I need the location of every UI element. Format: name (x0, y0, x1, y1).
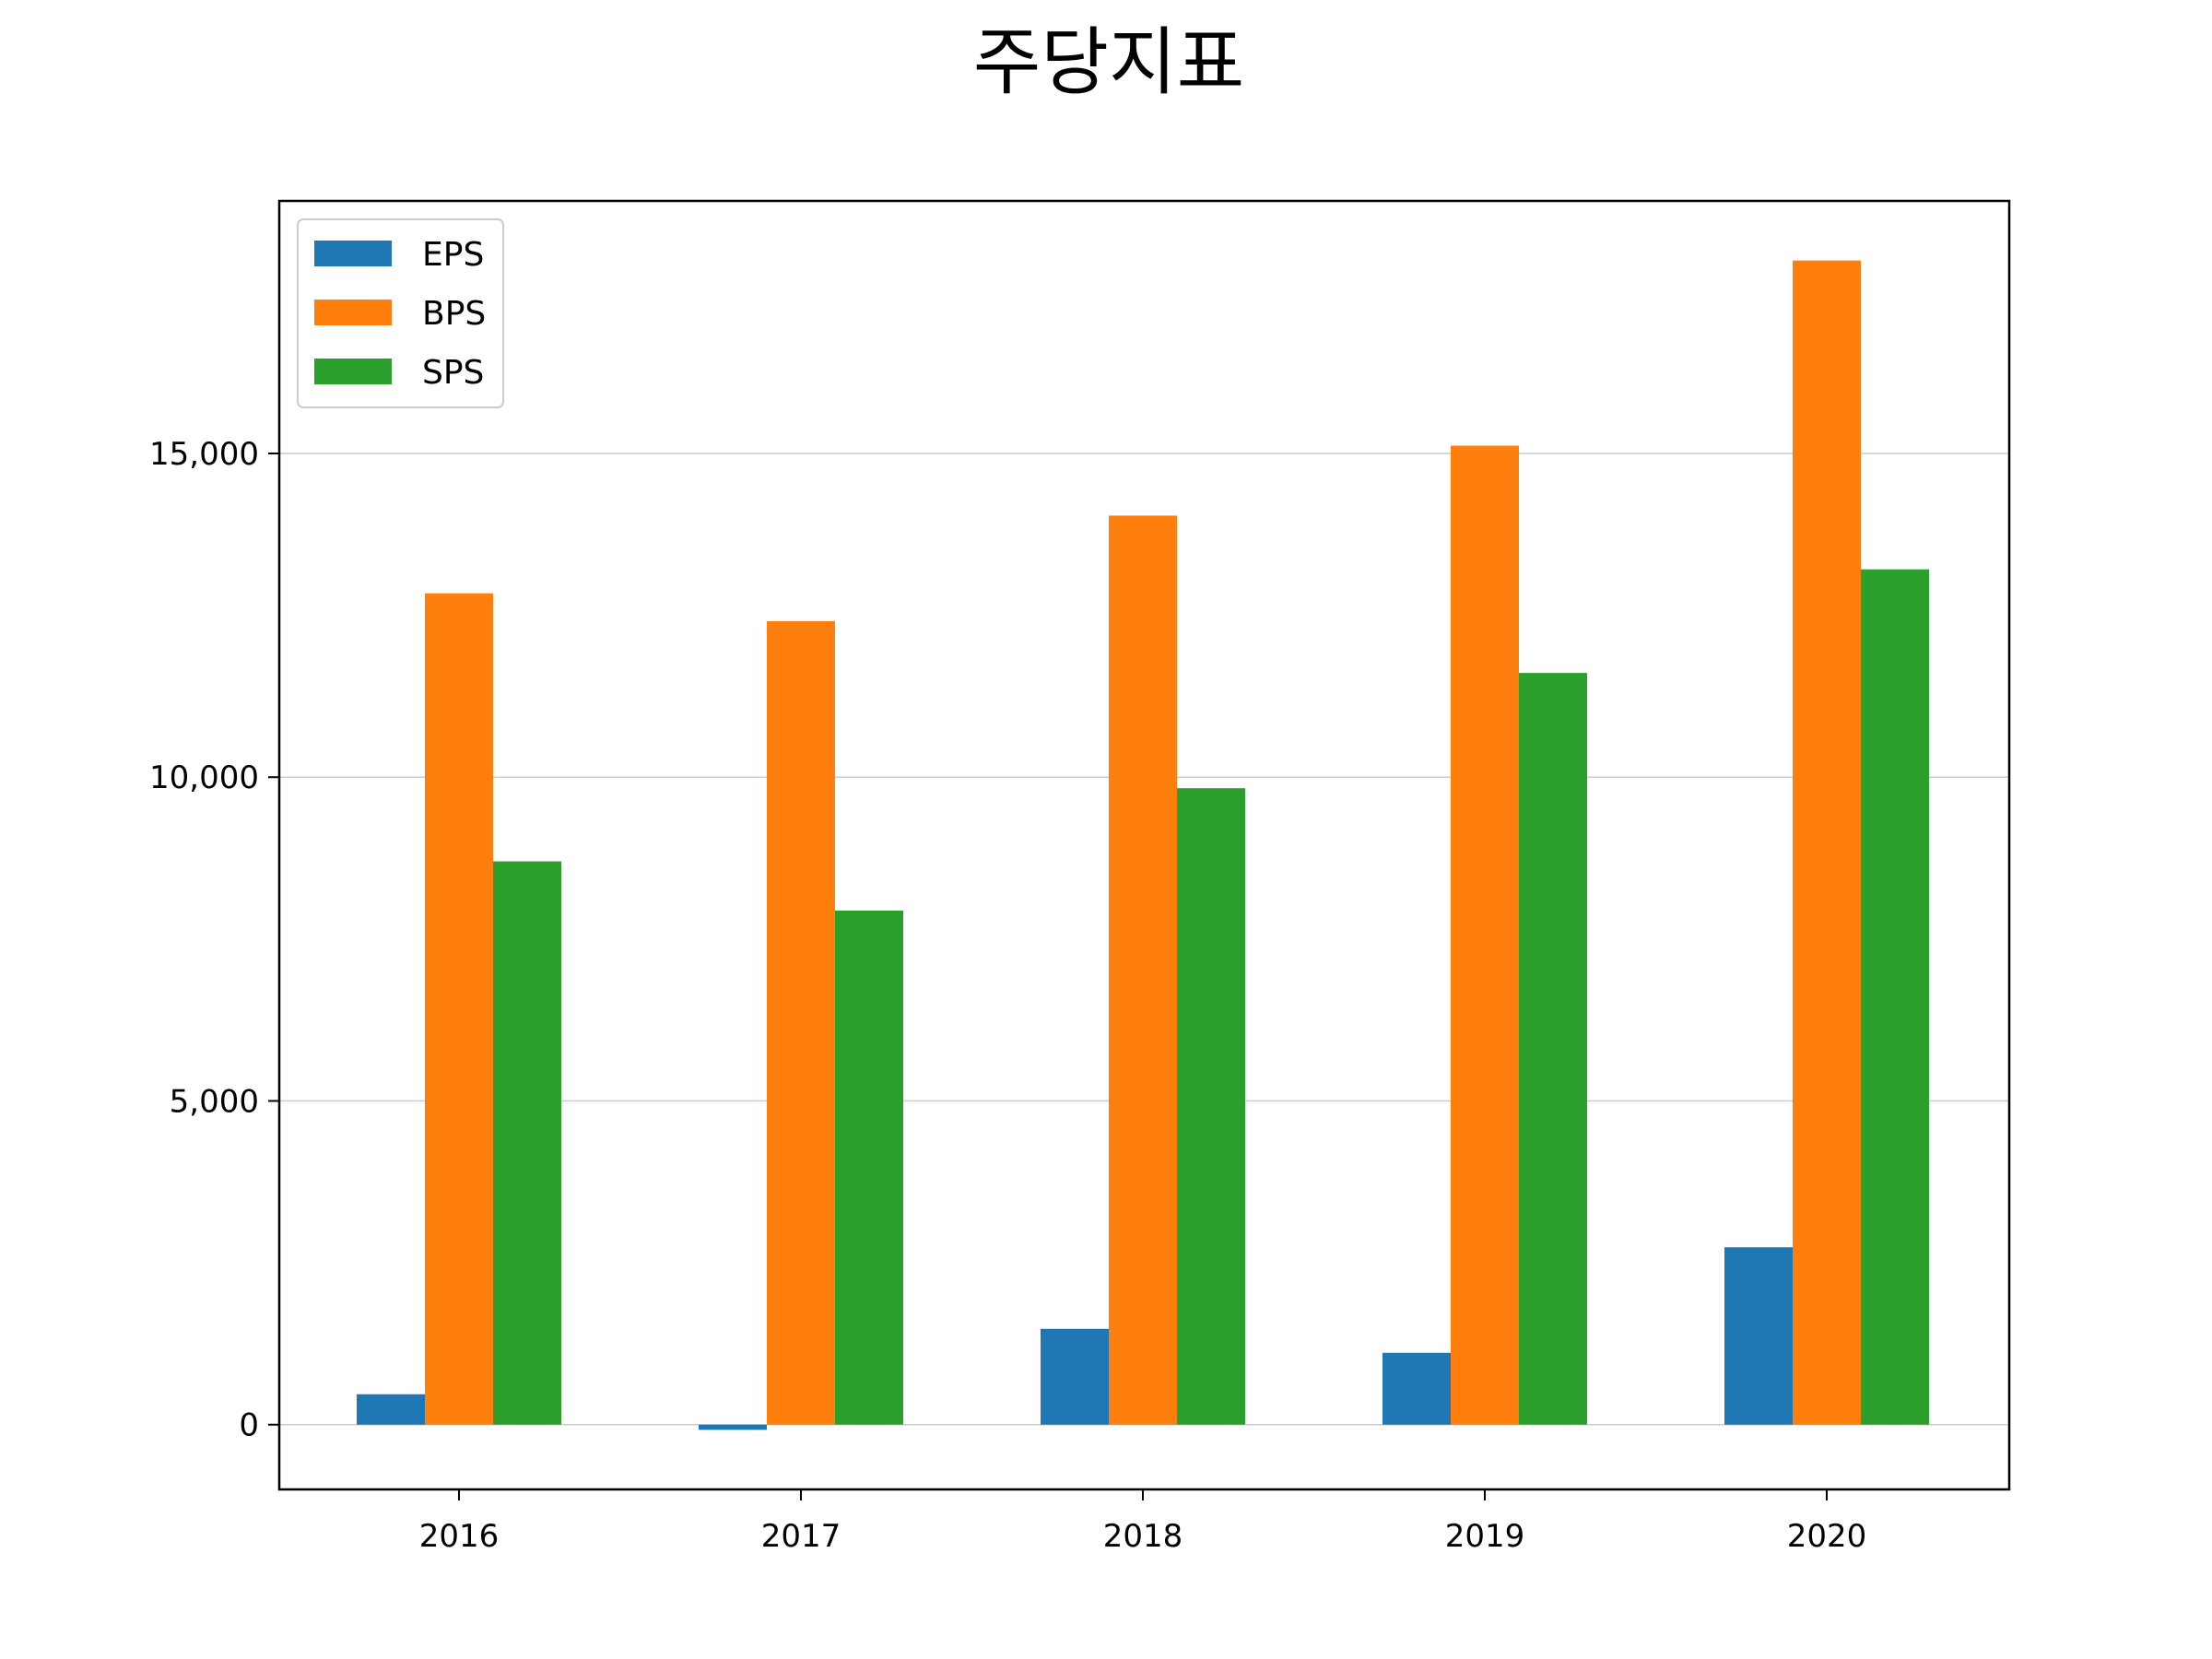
bar-eps-2020 (1724, 1247, 1793, 1425)
x-tick-label: 2020 (1787, 1518, 1867, 1555)
bar-eps-2017 (699, 1424, 767, 1430)
bar-sps-2017 (835, 910, 903, 1425)
x-tick-label: 2018 (1103, 1518, 1183, 1555)
x-tick-label: 2017 (761, 1518, 841, 1555)
bar-bps-2019 (1451, 445, 1519, 1425)
x-axis: 2016 2017 2018 2019 2020 (419, 1489, 1867, 1555)
bar-eps-2016 (357, 1394, 425, 1425)
y-tick-label: 15,000 (149, 436, 259, 473)
chart-title: 주당지표 (973, 19, 1244, 105)
legend-swatch-eps (314, 241, 392, 266)
bar-sps-2020 (1861, 569, 1929, 1425)
legend-label-bps: BPS (422, 295, 486, 333)
x-tick-label: 2019 (1445, 1518, 1525, 1555)
legend-swatch-bps (314, 300, 392, 325)
bar-bps-2017 (767, 620, 835, 1425)
x-tick-label: 2016 (419, 1518, 500, 1555)
y-tick-label: 5,000 (170, 1083, 259, 1120)
bar-eps-2018 (1041, 1328, 1109, 1425)
bar-bps-2018 (1109, 515, 1177, 1425)
y-tick-label: 0 (239, 1407, 259, 1444)
bars (357, 260, 1929, 1430)
y-axis: 0 5,000 10,000 15,000 (149, 436, 279, 1444)
legend: EPS BPS SPS (297, 218, 504, 408)
plot-area-frame (277, 199, 2011, 1491)
legend-swatch-sps (314, 359, 392, 384)
bar-sps-2018 (1177, 788, 1245, 1425)
bar-sps-2016 (493, 861, 561, 1425)
y-tick-label: 10,000 (149, 759, 259, 796)
bar-sps-2019 (1519, 673, 1587, 1425)
bar-bps-2016 (425, 593, 493, 1425)
bar-eps-2019 (1382, 1352, 1451, 1425)
legend-label-eps: EPS (422, 236, 484, 274)
legend-label-sps: SPS (422, 354, 484, 392)
bar-bps-2020 (1793, 260, 1861, 1425)
